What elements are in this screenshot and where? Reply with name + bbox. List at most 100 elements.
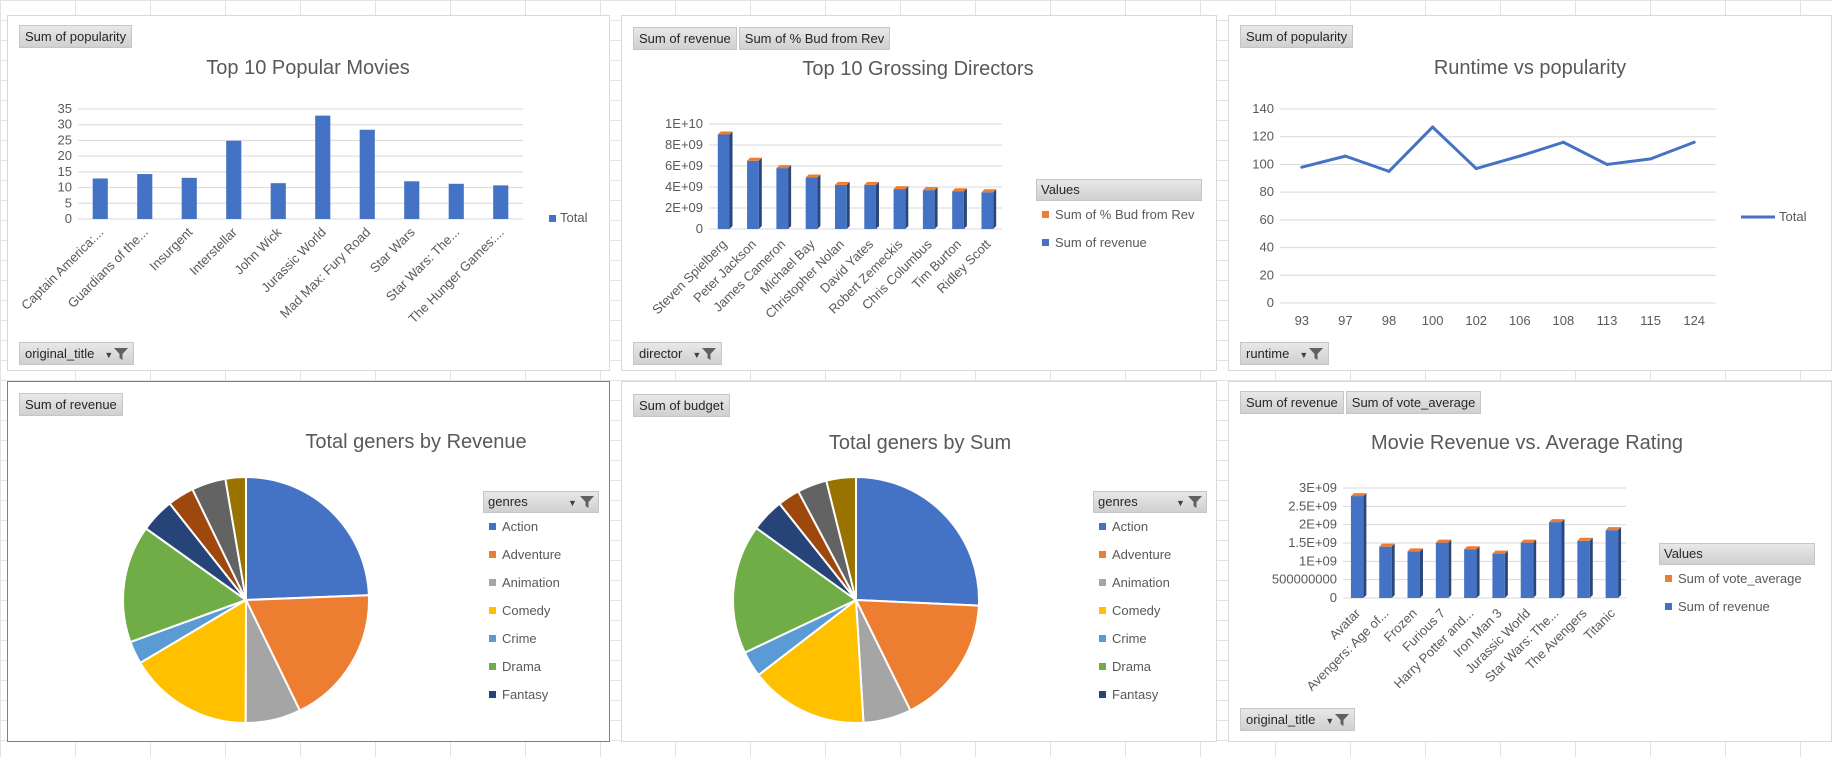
- legend-item-drama: Drama: [483, 653, 599, 681]
- bar-iron-man-3: [1492, 553, 1505, 598]
- bar-side: [905, 186, 909, 229]
- y-tick-label: 2.5E+09: [1288, 498, 1337, 513]
- bar-side: [993, 189, 997, 229]
- data-point-97: [1343, 154, 1347, 158]
- bar-top: [981, 189, 997, 193]
- y-tick-label: 20: [58, 148, 72, 163]
- bar-side: [876, 181, 880, 229]
- pie-slice-10: [224, 475, 247, 601]
- pie-slice-action: [245, 475, 370, 602]
- bar-side: [1476, 546, 1480, 598]
- field-button-revenue[interactable]: Sum of revenue: [633, 27, 737, 50]
- axis-field-button[interactable]: director ▼: [633, 342, 723, 365]
- x-tick-label: Titanic: [1581, 605, 1619, 643]
- bar-top: [1605, 527, 1622, 531]
- legend-item-crime: Crime: [1093, 625, 1207, 653]
- bar-chris-columbus: [922, 190, 935, 229]
- y-tick-label: 4E+09: [665, 179, 703, 194]
- chart-panel-top-popular[interactable]: Top 10 Popular Movies 0 5 10 15 20 25 30 35 Capta…: [7, 15, 610, 371]
- legend-item-crime: Crime: [483, 625, 599, 653]
- legend-filter-genres[interactable]: genres ▼: [1093, 491, 1207, 513]
- pie-slice-10: [825, 475, 857, 601]
- y-tick-label: 6E+09: [665, 158, 703, 173]
- x-tick-label: Guardians of the...: [65, 225, 151, 311]
- y-tick-label: 20: [1260, 267, 1274, 282]
- chart-panel-runtime-popularity[interactable]: Runtime vs popularity 0 20 40 60 80 100 120 140 9…: [1228, 15, 1832, 371]
- axis-field-button[interactable]: original_title ▼: [19, 342, 135, 365]
- bar-side: [1504, 550, 1508, 598]
- legend-label: Total: [560, 210, 588, 225]
- filter-icon: [1335, 714, 1350, 726]
- data-point-113: [1605, 162, 1609, 166]
- x-tick-label: 98: [1382, 313, 1396, 328]
- bar-guardians-of-the: [137, 174, 153, 219]
- bar-avengers-age-of: [1379, 546, 1392, 598]
- chart-title: Movie Revenue vs. Average Rating: [1371, 432, 1683, 454]
- data-point-93: [1300, 165, 1304, 169]
- y-tick-label: 1E+09: [1299, 553, 1337, 568]
- data-point-98: [1387, 169, 1391, 173]
- chart-title: Total geners by Revenue: [305, 431, 526, 453]
- bar-tim-burton: [952, 191, 964, 229]
- bar-top: [1577, 537, 1593, 541]
- pie-slice-adventure: [854, 598, 980, 712]
- axis-field-button[interactable]: runtime ▼: [1240, 342, 1330, 365]
- bar-top: [1464, 546, 1480, 550]
- legend-item-vote-average: Sum of vote_average: [1659, 565, 1815, 593]
- pie-slice-comedy: [138, 598, 248, 725]
- legend-item-animation: Animation: [1093, 569, 1207, 597]
- y-tick-label: 140: [1252, 101, 1274, 116]
- legend-title: Values: [1036, 179, 1202, 201]
- bar-jurassic-world: [315, 115, 331, 219]
- bar-steven-spielberg: [717, 134, 730, 229]
- y-tick-label: 30: [58, 117, 72, 132]
- chart-panel-revenue-rating[interactable]: Movie Revenue vs. Average Rating 0 5000000…: [1228, 381, 1832, 742]
- bar-top: [1549, 519, 1565, 523]
- legend-item-fantasy: Fantasy: [1093, 681, 1207, 709]
- y-tick-label: 0: [1267, 295, 1274, 310]
- svg-text:▼: ▼: [1176, 498, 1185, 508]
- bar-side: [1419, 548, 1423, 598]
- x-tick-label: 102: [1465, 313, 1487, 328]
- field-button-popularity[interactable]: Sum of popularity: [1240, 25, 1354, 48]
- y-tick-label: 2E+09: [1299, 517, 1337, 532]
- field-button-popularity[interactable]: Sum of popularity: [19, 25, 133, 48]
- bar-side: [1533, 539, 1537, 598]
- legend-filter-genres[interactable]: genres ▼: [483, 491, 599, 513]
- filter-icon: ▼: [1176, 496, 1202, 508]
- filter-icon: [702, 348, 717, 360]
- pie-slice-comedy: [757, 598, 865, 724]
- bar-top: [1379, 543, 1395, 547]
- y-tick-label: 8E+09: [665, 137, 703, 152]
- field-button-revenue[interactable]: Sum of revenue: [19, 393, 123, 416]
- pie-slice-adventure: [244, 594, 370, 712]
- chart-title: Top 10 Popular Movies: [206, 57, 409, 79]
- bar-side: [1391, 543, 1395, 598]
- y-tick-label: 0: [696, 221, 703, 236]
- bar-side: [1589, 537, 1593, 598]
- bar-top: [893, 186, 909, 190]
- field-button-vote-average[interactable]: Sum of vote_average: [1345, 391, 1482, 414]
- data-point-108: [1561, 140, 1565, 144]
- y-tick-label: 2E+09: [665, 200, 703, 215]
- legend-item-fantasy: Fantasy: [483, 681, 599, 709]
- bar-star-wars-the: [448, 183, 464, 219]
- y-tick-label: 80: [1260, 184, 1274, 199]
- field-button-budget[interactable]: Sum of budget: [633, 394, 730, 417]
- bar-john-wick: [270, 183, 286, 219]
- data-point-115: [1649, 157, 1653, 161]
- bar-top: [717, 131, 733, 135]
- bar-top: [1492, 550, 1508, 554]
- legend-item-action: Action: [1093, 513, 1207, 541]
- x-tick-label: 124: [1683, 313, 1705, 328]
- chart-panel-top-directors[interactable]: Top 10 Grossing Directors 0 2E+09 4E+09 6E+0…: [621, 15, 1217, 371]
- field-button-revenue[interactable]: Sum of revenue: [1240, 391, 1344, 414]
- x-tick-label: Mad Max: Fury Road: [277, 225, 373, 321]
- chart-panel-genres-revenue[interactable]: Total geners by Revenue Sum of revenue g…: [7, 381, 610, 742]
- axis-field-button[interactable]: original_title ▼: [1240, 708, 1356, 731]
- chart-panel-genres-budget[interactable]: Total geners by Sum Sum of budget genres…: [621, 381, 1217, 742]
- y-tick-label: 3E+09: [1299, 480, 1337, 495]
- chart-title: Top 10 Grossing Directors: [802, 58, 1033, 80]
- field-button-bud-from-rev[interactable]: Sum of % Bud from Rev: [738, 27, 891, 50]
